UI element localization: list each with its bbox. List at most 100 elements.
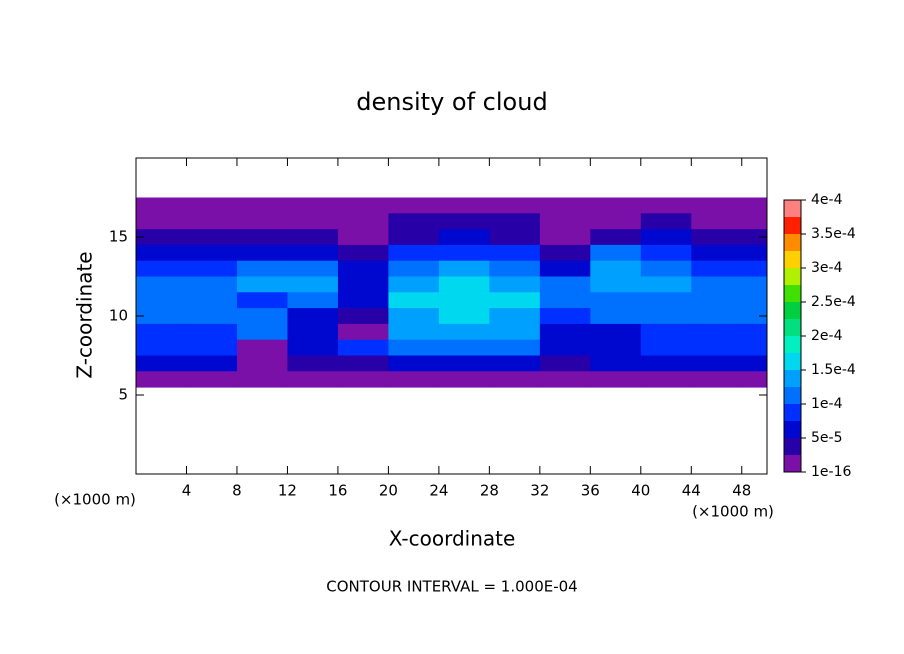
field-cell [741,339,767,356]
field-cell [438,260,490,277]
x-tick-label: 44 [682,482,701,500]
field-cell [640,323,692,341]
field-cell [337,260,389,277]
field-cell [438,339,490,356]
field-cell [539,292,591,309]
field-cell [186,197,238,214]
field-cell [741,276,767,293]
x-tick-label: 4 [182,482,192,500]
field-cell [388,213,440,230]
colorbar-tick-label: 1.5e-4 [811,362,856,378]
field-cell [741,213,767,230]
field-cell [438,229,490,246]
colorbar-band [784,455,801,472]
footnote: CONTOUR INTERVAL = 1.000E-04 [326,578,577,596]
field-cell [640,371,692,388]
field-cell [438,197,490,214]
field-cell [136,355,187,372]
field-cell [640,229,692,246]
field-cell [590,260,642,277]
field-cell [691,260,743,277]
field-cell [186,339,238,356]
field-cell [539,197,591,214]
field-cell [539,276,591,293]
field-cell [136,213,187,230]
field-cell [136,197,187,214]
colorbar-band [784,302,801,319]
field-cell [337,308,389,325]
field-cell [539,213,591,230]
field-cell [741,308,767,325]
field-cell [489,244,541,262]
field-cell [691,213,743,230]
field-cell [640,244,692,262]
field-cell [590,244,642,262]
field-cell [236,371,288,388]
colorbar-tick-label: 1e-16 [811,464,851,480]
field-cell [287,339,339,356]
field-cell [590,292,642,309]
colorbar-tick-label: 3.5e-4 [811,226,856,242]
field [136,197,767,388]
colorbar-band [784,438,801,455]
field-cell [136,371,187,388]
field-cell [186,323,238,341]
field-cell [539,308,591,325]
field-cell [489,197,541,214]
field-cell [388,308,440,325]
field-cell [337,339,389,356]
field-cell [489,323,541,341]
field-cell [640,339,692,356]
field-cell [136,276,187,293]
field-cell [337,197,389,214]
colorbar-band [784,234,801,251]
field-cell [539,339,591,356]
colorbar-tick-label: 2e-4 [811,328,843,344]
field-cell [691,323,743,341]
field-cell [287,229,339,246]
colorbar-tick-label: 1e-4 [811,396,843,412]
field-cell [236,260,288,277]
colorbar-tick-label: 4e-4 [811,192,843,208]
colorbar-band [784,387,801,404]
field-cell [236,323,288,341]
colorbar-tick-label: 5e-5 [811,430,842,446]
x-tick-label: 20 [379,482,398,500]
x-axis-label: X-coordinate [389,527,516,551]
field-cell [438,323,490,341]
field-cell [287,244,339,262]
colorbar-band [784,217,801,234]
field-cell [136,339,187,356]
field-cell [388,244,440,262]
y-tick-label: 5 [118,386,128,404]
field-cell [489,339,541,356]
field-cell [590,276,642,293]
field-cell [438,355,490,372]
x-tick-label: 40 [631,482,650,500]
x-tick-label: 12 [278,482,297,500]
field-cell [489,260,541,277]
colorbar-band [784,285,801,302]
field-cell [438,371,490,388]
field-cell [539,260,591,277]
field-cell [691,308,743,325]
field-cell [640,292,692,309]
field-cell [337,355,389,372]
field-cell [337,213,389,230]
chart-title: density of cloud [356,88,547,116]
field-cell [691,371,743,388]
field-cell [236,213,288,230]
field-cell [136,260,187,277]
field-cell [388,229,440,246]
colorbar-band [784,251,801,268]
y-tick-label: 15 [109,228,128,246]
field-cell [590,213,642,230]
field-cell [590,339,642,356]
colorbar-band [784,268,801,285]
field-cell [741,292,767,309]
field-cell [741,260,767,277]
field-cell [691,197,743,214]
field-cell [236,276,288,293]
field-cell [186,308,238,325]
